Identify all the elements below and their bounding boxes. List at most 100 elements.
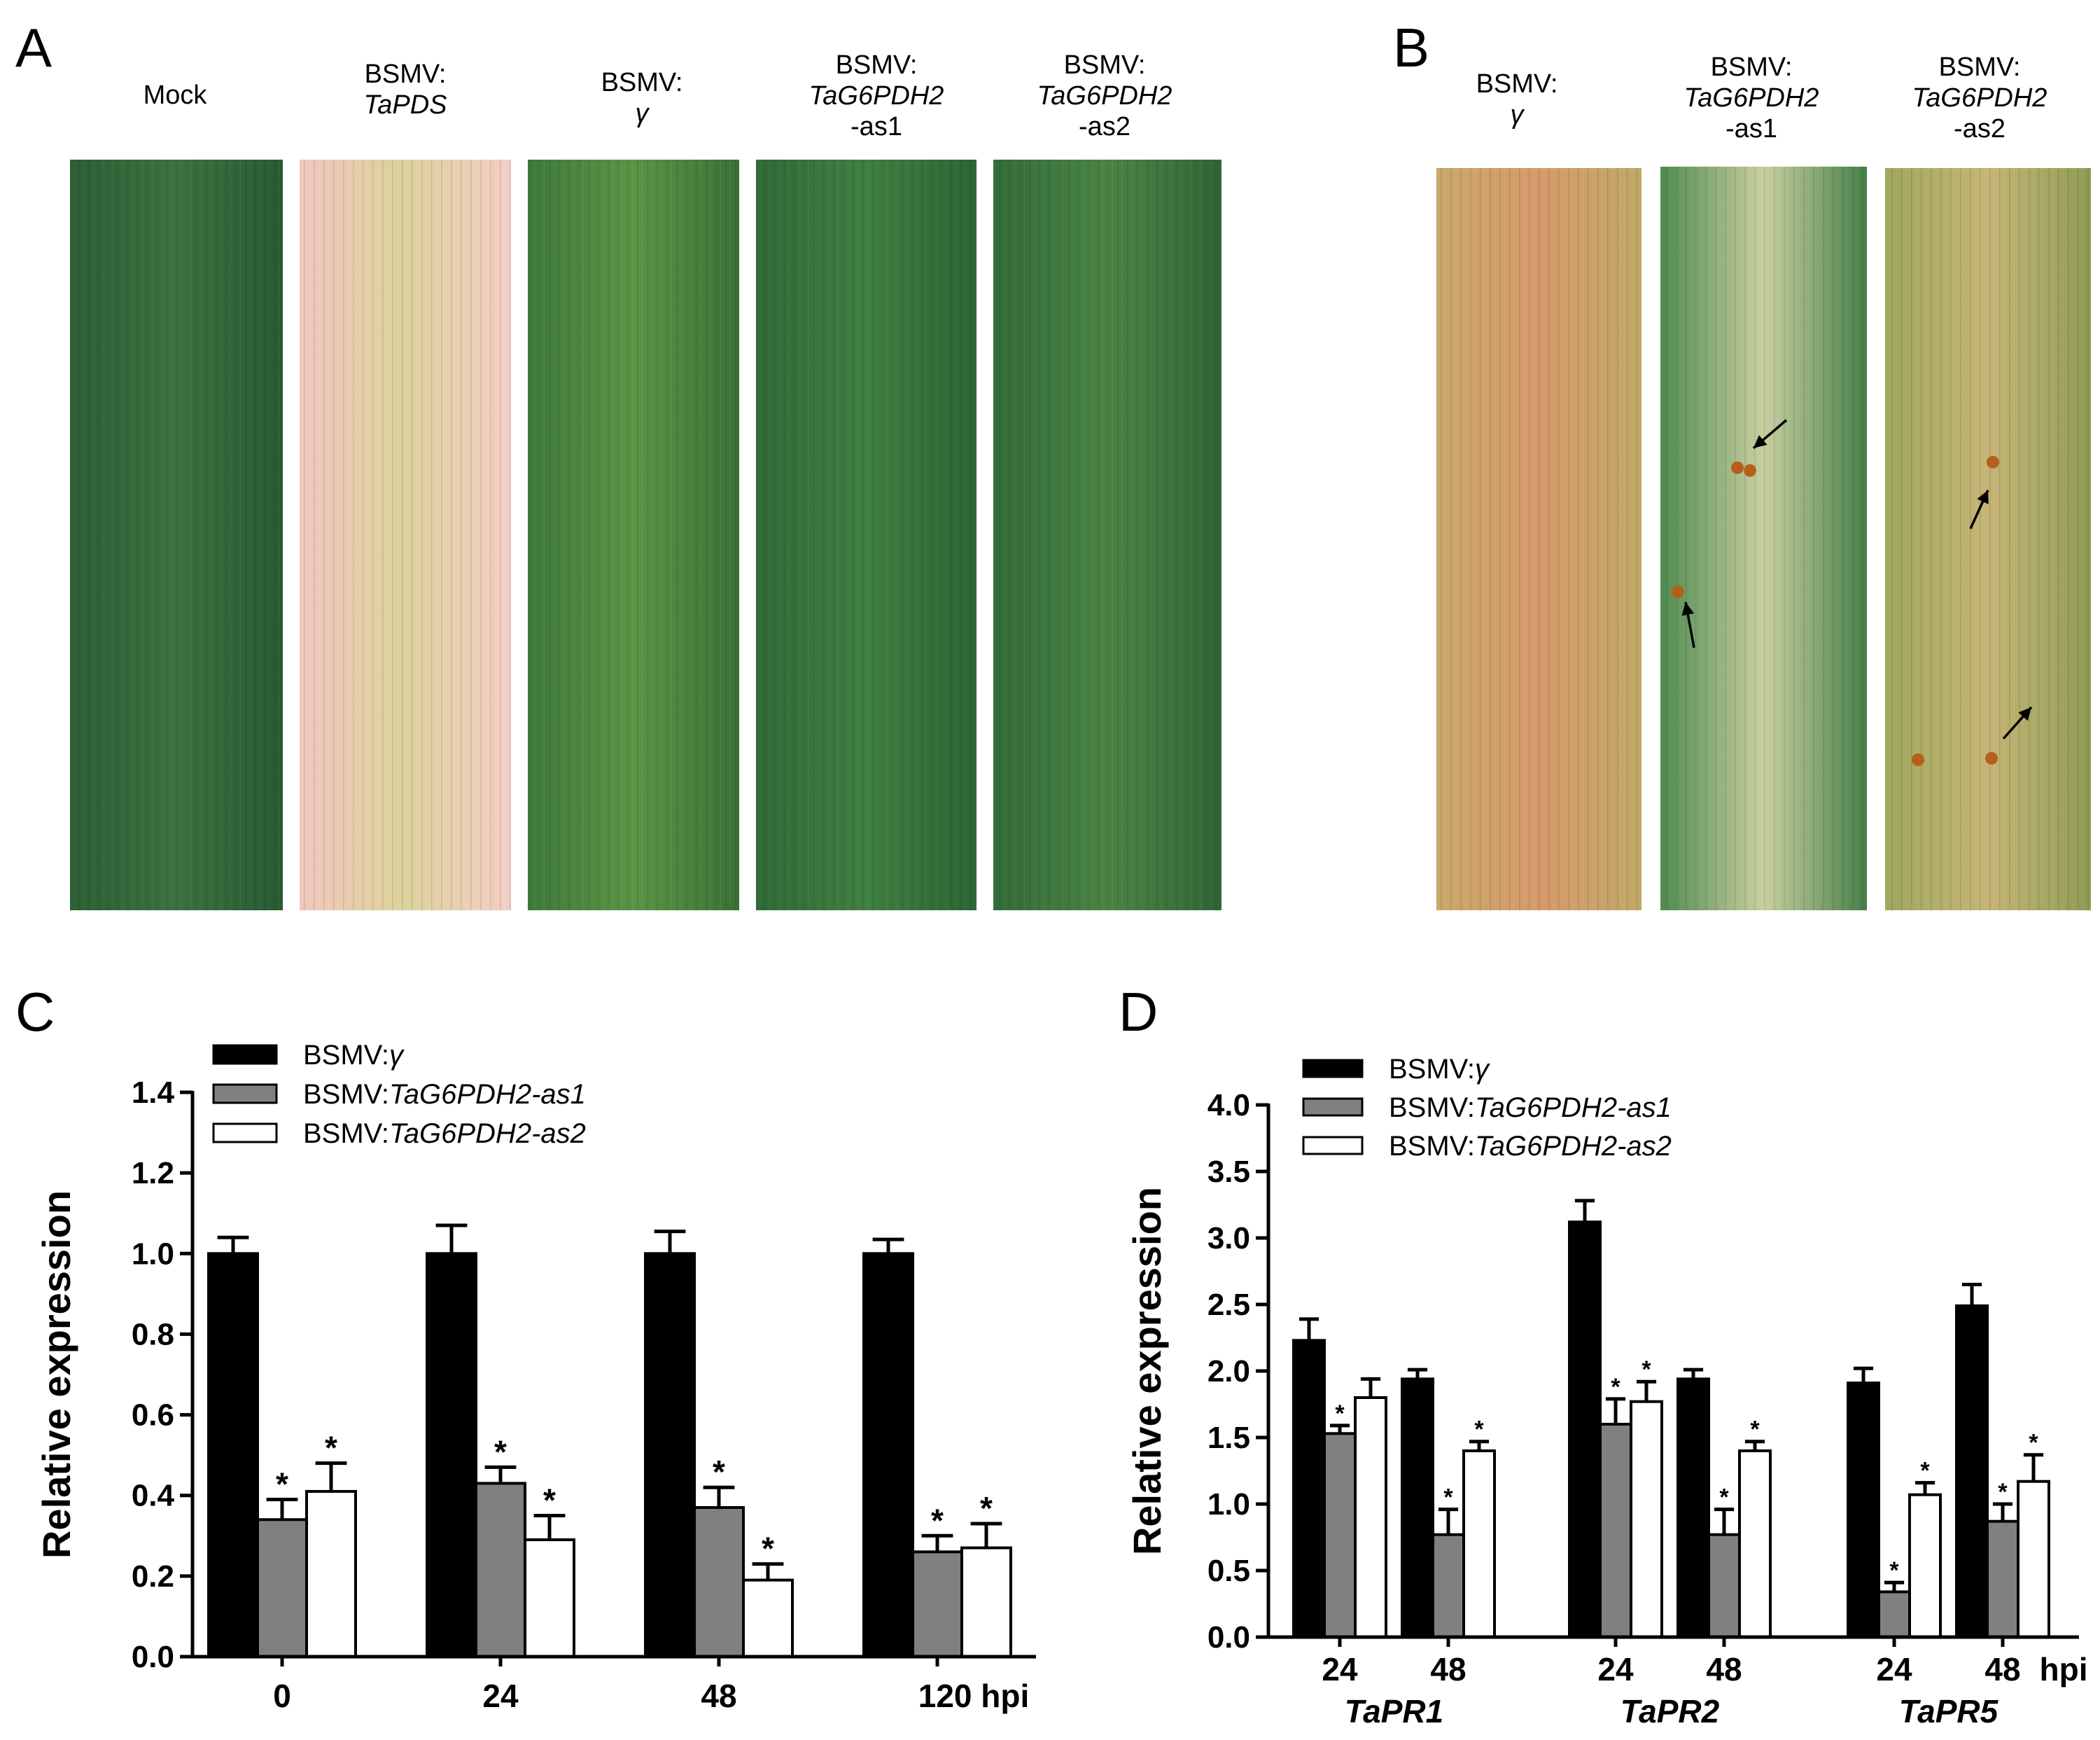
- x-tick-label: 48: [701, 1678, 736, 1714]
- bar: [1568, 1220, 1602, 1638]
- significance-star: *: [494, 1433, 507, 1470]
- error-bar: [435, 1223, 468, 1254]
- error-bar: [2023, 1453, 2044, 1482]
- bar: [1676, 1377, 1710, 1639]
- arrow-marker: [1752, 419, 1788, 450]
- leaf-photo-caption: BSMV: TaPDS: [364, 60, 447, 120]
- bar: [475, 1482, 526, 1659]
- error-bar: [1992, 1502, 2013, 1522]
- legend-entry: BSMV:TaG6PDH2-as2: [212, 1118, 586, 1149]
- y-tick-label: 1.5: [1208, 1421, 1250, 1455]
- y-tick-label: 2.0: [1208, 1354, 1250, 1388]
- error-bar: [654, 1230, 686, 1254]
- bar: [862, 1252, 914, 1659]
- leaf-photo-caption: Mock: [144, 81, 208, 110]
- bar: [207, 1252, 259, 1659]
- bar: [742, 1578, 794, 1658]
- error-bar: [1636, 1379, 1657, 1402]
- panel-c: C BSMV:γ BSMV:TaG6PDH2-as1 BSMV:TaG6PDH2-a…: [15, 981, 1036, 1714]
- leaf-photo: [1660, 167, 1867, 910]
- bar: [256, 1518, 308, 1658]
- arrow-marker: [2002, 706, 2033, 740]
- significance-star: *: [1443, 1484, 1453, 1511]
- gene-group-label: TaPR5: [1899, 1693, 1999, 1729]
- significance-star: *: [1335, 1400, 1345, 1427]
- panel-b: B BSMV: γ BSMV: TaG6PDH2 -as1 BSMV: TaG6PDH2 -a…: [1393, 17, 2091, 910]
- svg-text:BSMV:TaG6PDH2-as1: BSMV:TaG6PDH2-as1: [303, 1079, 586, 1110]
- panel-label-c: C: [15, 981, 55, 1043]
- significance-star: *: [931, 1502, 944, 1538]
- bar: [1323, 1432, 1357, 1639]
- y-tick-label: 0.0: [1208, 1620, 1250, 1655]
- lesion-spot: [1672, 585, 1684, 598]
- lesion-spot: [1987, 456, 1999, 468]
- y-tick-label: 0.4: [132, 1479, 175, 1513]
- bar: [1292, 1339, 1326, 1639]
- significance-star: *: [762, 1531, 774, 1567]
- error-bar: [970, 1522, 1002, 1548]
- leaf-photo-caption: BSMV: TaG6PDH2 -as1: [1684, 53, 1819, 144]
- significance-star: *: [713, 1454, 725, 1490]
- bar: [644, 1252, 696, 1659]
- y-tick-label: 0.2: [132, 1559, 174, 1594]
- significance-star: *: [276, 1466, 288, 1502]
- error-bar: [1574, 1199, 1595, 1223]
- bar: [1630, 1400, 1663, 1638]
- error-bar: [1914, 1481, 1935, 1495]
- error-bar: [1407, 1367, 1428, 1379]
- error-bar: [484, 1465, 517, 1484]
- bar: [1432, 1533, 1465, 1638]
- leaf-photo-caption: BSMV: TaG6PDH2 -as2: [1037, 50, 1172, 141]
- significance-star: *: [1920, 1458, 1930, 1484]
- panel-label-b: B: [1393, 17, 1429, 78]
- legend-entry: BSMV:TaG6PDH2-as1: [212, 1079, 586, 1110]
- error-bar: [1744, 1440, 1765, 1451]
- lesion-spot: [1912, 753, 1924, 766]
- y-axis-label: Relative expression: [34, 1190, 78, 1559]
- error-bar: [1360, 1377, 1381, 1398]
- bar: [1955, 1304, 1989, 1639]
- significance-star: *: [1611, 1374, 1620, 1400]
- significance-star: *: [1750, 1417, 1760, 1443]
- x-tick-label: 48: [1706, 1651, 1742, 1687]
- bar: [1986, 1519, 2019, 1638]
- leaf-photo-caption: BSMV: TaG6PDH2 -as1: [809, 50, 944, 141]
- error-bar: [315, 1461, 347, 1491]
- x-tick-label: 48: [1430, 1651, 1466, 1687]
- arrow-marker: [1969, 489, 1989, 529]
- svg-text:BSMV:γ: BSMV:γ: [1389, 1054, 1490, 1085]
- significance-star: *: [1642, 1356, 1651, 1383]
- x-tick-label: 24: [1322, 1651, 1358, 1687]
- leaf-photo: [528, 160, 739, 910]
- bar: [524, 1538, 575, 1659]
- bar: [426, 1252, 477, 1659]
- significance-star: *: [2029, 1430, 2038, 1456]
- significance-star: *: [543, 1482, 556, 1519]
- bar: [2017, 1480, 2050, 1638]
- lesion-spot: [1744, 464, 1756, 477]
- y-tick-label: 0.0: [132, 1640, 174, 1674]
- bar: [1599, 1423, 1632, 1638]
- leaf-photo-caption: BSMV: γ: [601, 68, 683, 128]
- error-bar: [1605, 1397, 1626, 1424]
- error-bar: [1884, 1580, 1905, 1592]
- significance-star: *: [1474, 1417, 1484, 1443]
- error-bar: [1683, 1367, 1704, 1379]
- error-bar: [266, 1497, 298, 1520]
- error-bar: [1853, 1366, 1874, 1384]
- significance-star: *: [1889, 1557, 1899, 1584]
- panel-a: A Mock BSMV: TaPDS BSMV: γ BSMV: TaG6PDH2 -as1 B…: [15, 17, 1222, 910]
- hpi-unit-label: hpi: [2040, 1651, 2088, 1687]
- bar: [693, 1505, 745, 1658]
- svg-text:BSMV:TaG6PDH2-as2: BSMV:TaG6PDH2-as2: [1389, 1131, 1672, 1162]
- lesion-spot: [1731, 461, 1744, 474]
- error-bar: [703, 1485, 735, 1508]
- leaf-photo: [70, 160, 283, 910]
- error-bar: [1298, 1317, 1320, 1341]
- lesion-spot: [1985, 752, 1998, 765]
- panel-label-a: A: [15, 17, 52, 78]
- leaf-photo: [300, 160, 511, 910]
- legend-entry: BSMV:γ: [1302, 1054, 1490, 1085]
- leaf-photo-caption: BSMV: γ: [1476, 69, 1558, 130]
- x-tick-label: 24: [482, 1678, 519, 1714]
